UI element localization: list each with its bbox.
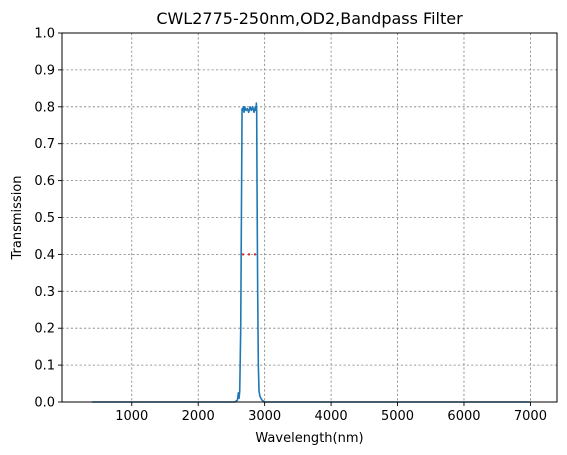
y-tick-label: 0.1 bbox=[34, 359, 55, 374]
transmission-curve bbox=[91, 102, 531, 403]
x-tick-label: 2000 bbox=[182, 409, 215, 424]
x-tick-label: 7000 bbox=[514, 409, 547, 424]
grid bbox=[62, 33, 557, 402]
x-tick-label: 6000 bbox=[447, 409, 480, 424]
y-tick-label: 0.7 bbox=[34, 137, 55, 152]
x-axis-label: Wavelength(nm) bbox=[255, 431, 363, 446]
series-layer bbox=[91, 102, 531, 403]
chart-title: CWL2775-250nm,OD2,Bandpass Filter bbox=[156, 9, 463, 28]
y-tick-label: 0.2 bbox=[34, 322, 55, 337]
x-tick-label: 1000 bbox=[115, 409, 148, 424]
y-tick-label: 1.0 bbox=[34, 27, 55, 42]
y-axis-label: Transmission bbox=[10, 176, 25, 261]
y-tick-label: 0.4 bbox=[34, 248, 55, 263]
ticks: 1000 2000 3000 4000 5000 6000 7000 0.0 0.1 0.2 0.3… bbox=[34, 27, 547, 425]
y-tick-label: 0.8 bbox=[34, 100, 55, 115]
y-tick-label: 0.6 bbox=[34, 174, 55, 189]
y-tick-label: 0.5 bbox=[34, 211, 55, 226]
y-tick-label: 0.0 bbox=[34, 396, 55, 411]
y-tick-label: 0.9 bbox=[34, 63, 55, 78]
y-tick-label: 0.3 bbox=[34, 285, 55, 300]
x-tick-label: 4000 bbox=[315, 409, 348, 424]
x-tick-label: 3000 bbox=[248, 409, 281, 424]
x-tick-label: 5000 bbox=[381, 409, 414, 424]
